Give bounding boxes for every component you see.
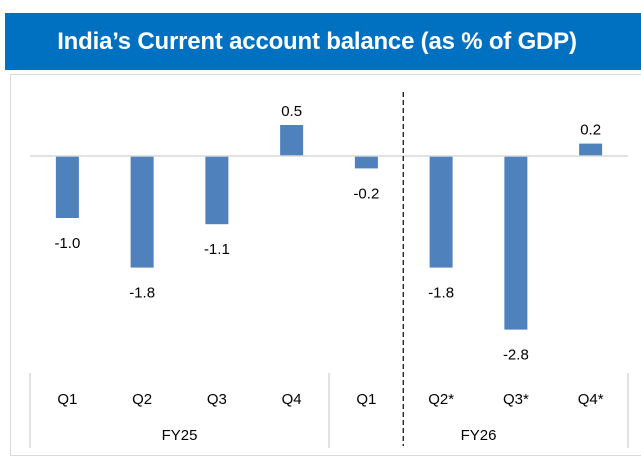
bar-fy25-q3 [205,156,229,225]
data-label: -1.1 [204,241,230,258]
chart-frame [10,74,641,456]
bar-fy25-q4 [280,125,304,156]
x-tick-label: Q4 [282,391,302,408]
x-tick-label: Q4* [578,391,604,408]
data-label: -1.0 [54,235,80,252]
bar-fy25-q1 [55,156,79,218]
x-axis: Q1 Q2 Q3 Q4 Q1 Q2* Q3* Q4* FY25 FY26 [29,373,629,448]
x-tick-label: Q1 [57,391,77,408]
bar-fy26-q2 [429,156,453,268]
data-label: 0.5 [281,103,302,120]
x-group-label: FY26 [461,427,497,444]
x-tick-label: Q2* [428,391,454,408]
chart-title-banner: India’s Current account balance (as % of… [5,13,641,70]
bars-layer [55,125,603,330]
x-group-label: FY25 [162,427,198,444]
x-tick-label: Q1 [356,391,376,408]
x-tick-label: Q3* [503,391,529,408]
data-label: -2.8 [503,347,529,364]
chart-title: India’s Current account balance (as % of… [57,27,577,55]
bar-fy26-q1 [354,156,378,169]
data-label: 0.2 [580,122,601,139]
data-label: -1.8 [129,285,155,302]
bar-fy26-q3 [504,156,528,330]
data-label: -0.2 [353,185,379,202]
bar-fy25-q2 [130,156,154,268]
x-tick-label: Q2 [132,391,152,408]
bar-fy26-q4 [579,143,603,156]
x-tick-label: Q3 [207,391,227,408]
data-label: -1.8 [428,285,454,302]
data-labels-layer: -1.0 -1.8 -1.1 0.5 -0.2 -1.8 -2.8 0.2 [54,103,601,364]
